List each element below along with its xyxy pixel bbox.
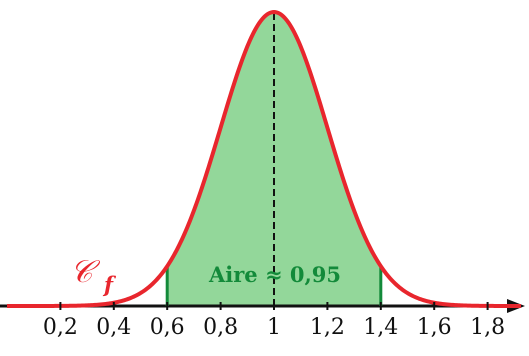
tick-marks xyxy=(59,302,489,310)
tick-label: 0,8 xyxy=(203,315,238,340)
tick-label: 1,6 xyxy=(417,315,452,340)
tick-label: 1,4 xyxy=(363,315,398,340)
tick-label: 0,6 xyxy=(150,315,185,340)
area-label: Aire ≈ 0,95 xyxy=(208,262,341,287)
curve-name-label: 𝒞 xyxy=(70,254,101,290)
tick-labels: 0,2 0,4 0,6 0,8 1 1,2 1,4 1,6 1,8 xyxy=(43,315,505,340)
tick-label: 1,2 xyxy=(310,315,345,340)
tick-label: 0,4 xyxy=(96,315,131,340)
tick-label: 1,8 xyxy=(470,315,505,340)
curve-name-subscript: f xyxy=(102,272,117,297)
tick-label: 1 xyxy=(267,315,281,340)
density-curve xyxy=(7,9,521,308)
tick-label: 0,2 xyxy=(43,315,78,340)
